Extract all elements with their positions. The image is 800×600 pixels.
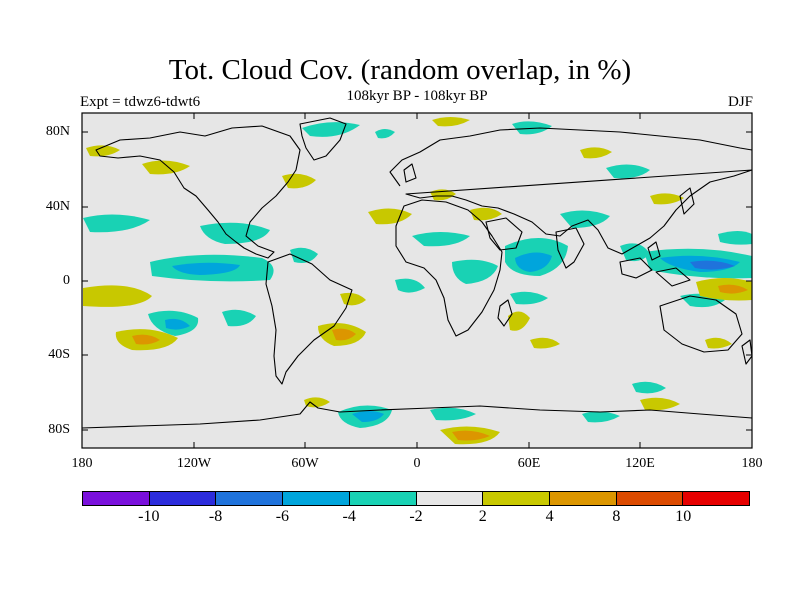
colorbar-segment (349, 492, 417, 505)
colorbar-label: -8 (208, 508, 223, 525)
colorbar-segment (683, 492, 750, 505)
colorbar-label: -10 (138, 508, 160, 525)
lon-label-0: 0 (413, 456, 421, 471)
lat-label-80s: 80S (48, 422, 70, 437)
colorbar-label: -6 (275, 508, 290, 525)
colorbar-segment (149, 492, 217, 505)
coastlines (81, 117, 753, 429)
colorbar-segment (549, 492, 617, 505)
experiment-label: Expt = tdwz6-tdwt6 (80, 94, 201, 110)
axis-ticks (82, 113, 752, 448)
lon-label-120w: 120W (176, 456, 212, 471)
lat-label-40n: 40N (45, 199, 70, 214)
colorbar-label: 2 (478, 508, 487, 525)
lon-label-180e: 180 (741, 456, 763, 471)
map-plot-area (82, 113, 752, 448)
colorbar-label: 8 (612, 508, 621, 525)
lon-label-60e: 60E (517, 456, 541, 471)
lat-label-0: 0 (63, 273, 70, 288)
season-label: DJF (727, 94, 753, 110)
lat-label-40s: 40S (48, 347, 70, 362)
colorbar-label: -4 (342, 508, 356, 525)
colorbar-segment (483, 492, 550, 505)
lon-label-120e: 120E (625, 456, 655, 471)
lon-label-60w: 60W (291, 456, 319, 471)
lon-label-180w: 180 (71, 456, 93, 471)
map-title: Tot. Cloud Cov. (random overlap, in %) (168, 54, 632, 86)
map-subtitle: 108kyr BP - 108kyr BP (346, 88, 488, 104)
colorbar-label: 10 (675, 508, 692, 525)
colorbar-segment (216, 492, 284, 505)
colorbar-segment (283, 492, 350, 505)
colorbar-segment (83, 492, 150, 505)
colorbar-segment (616, 492, 684, 505)
colorbar (82, 491, 750, 506)
colorbar-segment (416, 492, 484, 505)
colorbar-label: 4 (545, 508, 554, 525)
colorbar-label: -2 (409, 508, 423, 525)
lat-label-80n: 80N (45, 124, 70, 139)
